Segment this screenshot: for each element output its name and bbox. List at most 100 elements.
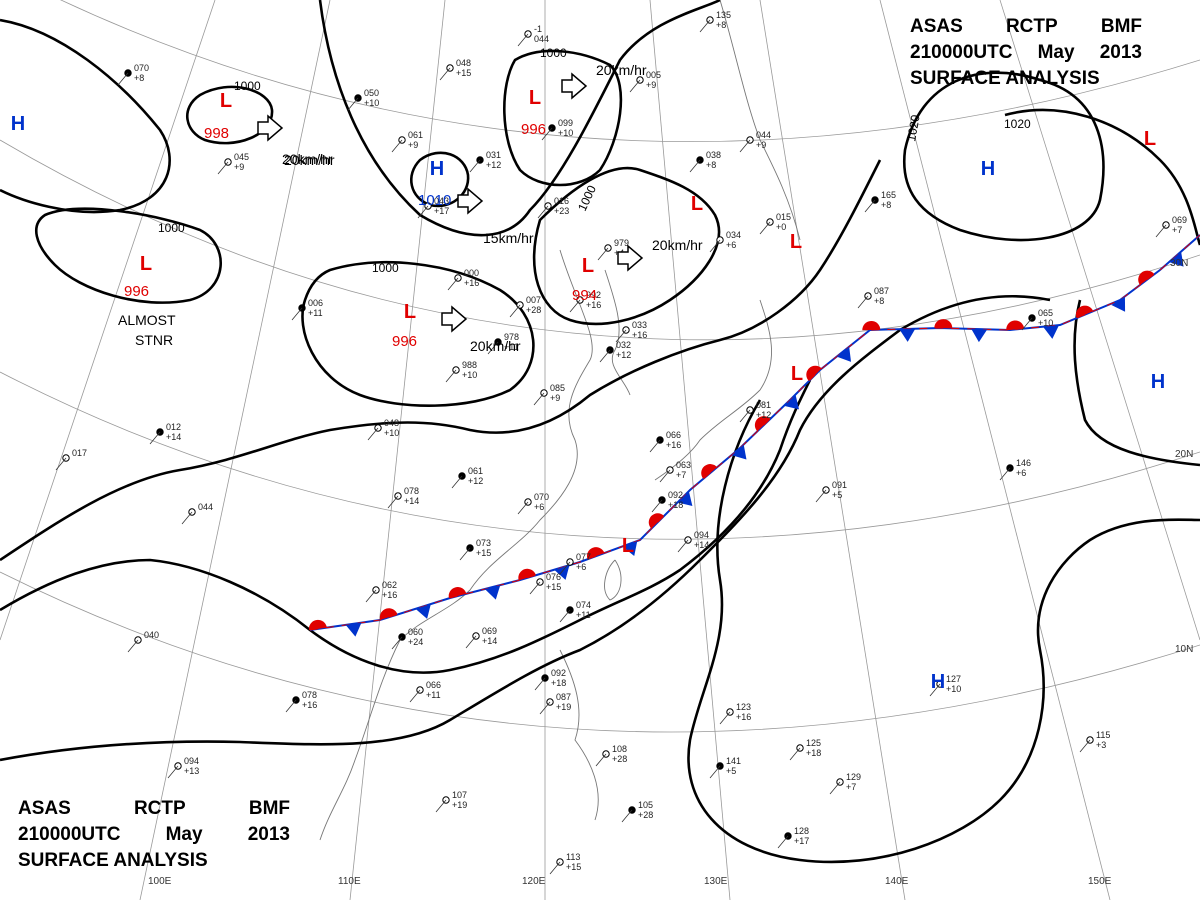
station-tendency: +17 xyxy=(434,206,449,216)
station-plot: 006+11 xyxy=(291,298,323,321)
station-plot: 048+10 xyxy=(367,418,399,441)
station-pressure: 033 xyxy=(632,320,647,330)
station-plot: 065+10 xyxy=(1021,308,1053,331)
center-value: 996 xyxy=(124,283,149,300)
station-tendency: +14 xyxy=(694,540,709,550)
isobar xyxy=(301,261,535,407)
station-plot: 017 xyxy=(55,448,87,471)
center-letter: L xyxy=(404,301,416,323)
low-pressure-center: L xyxy=(691,193,703,215)
center-letter: H xyxy=(430,158,444,180)
station-pressure: 092 xyxy=(551,668,566,678)
station-tendency: +9 xyxy=(408,140,418,150)
station-tendency: +0 xyxy=(776,222,786,232)
station-plot: 135+8 xyxy=(699,10,731,33)
svg-text:STNR: STNR xyxy=(135,332,173,348)
lon-label: 110E xyxy=(338,876,361,887)
warm-front-semicircle xyxy=(1076,305,1094,319)
station-plot: 128+17 xyxy=(777,826,809,849)
center-letter: H xyxy=(1151,371,1165,393)
cold-front-triangle xyxy=(971,328,988,343)
high-pressure-center: H xyxy=(1151,371,1165,393)
motion-label: 20km/hr xyxy=(470,338,521,354)
pressure-centers: L 998 L 996 L 996 L 994 L 996 L L L L L H 1010 H H H H xyxy=(11,87,1165,693)
station-tendency: +17 xyxy=(794,836,809,846)
motion-vectors: 20km/hr 20km/hr 15km/hr 20km/hr 20km/hr … xyxy=(257,62,703,354)
longitude-line-160e xyxy=(999,0,1200,641)
station-pressure: 045 xyxy=(234,152,249,162)
latitude-line-10n xyxy=(0,571,1200,733)
indochina-coast xyxy=(319,639,401,841)
cold-front-triangle xyxy=(415,604,431,619)
station-pressure: 092 xyxy=(668,490,683,500)
station-pressure: 066 xyxy=(666,430,681,440)
cold-front-triangle xyxy=(1111,296,1126,312)
station-tendency: +16 xyxy=(586,300,601,310)
station-tendency: +28 xyxy=(612,754,627,764)
center-letter: L xyxy=(529,87,541,109)
station-plot: 032+12 xyxy=(599,340,631,363)
station-pressure: 077 xyxy=(576,552,591,562)
station-pressure: 040 xyxy=(144,630,159,640)
motion-arrow xyxy=(457,187,484,215)
station-tendency: +19 xyxy=(452,800,467,810)
station-tendency: +16 xyxy=(736,712,751,722)
center-letter: L xyxy=(220,90,232,112)
longitude-line-140e xyxy=(759,0,906,900)
station-tendency: +16 xyxy=(382,590,397,600)
low-pressure-center: L 996 xyxy=(392,301,417,350)
station-plot: 077+6 xyxy=(559,552,591,575)
station-tendency: +12 xyxy=(468,476,483,486)
center-value: 998 xyxy=(204,125,229,142)
station-pressure: 006 xyxy=(308,298,323,308)
header-product: ASAS xyxy=(910,16,963,37)
station-plot: 005+9 xyxy=(629,70,661,93)
center-value: 996 xyxy=(521,121,546,138)
station-pressure: 073 xyxy=(476,538,491,548)
motion-arrow xyxy=(441,305,468,333)
station-tendency: +16 xyxy=(666,440,681,450)
station-pressure: 043 xyxy=(434,196,449,206)
high-pressure-center: H xyxy=(981,158,995,180)
station-pressure: 016 xyxy=(554,196,569,206)
station-pressure: 034 xyxy=(726,230,741,240)
station-plot: 087+19 xyxy=(539,692,571,715)
motion-label: 20km/hr xyxy=(596,62,647,78)
header-month: May xyxy=(1037,42,1075,63)
station-tendency: +11 xyxy=(504,342,519,352)
longitude-line-110e xyxy=(349,0,446,900)
station-plot: 076+15 xyxy=(529,572,561,595)
station-plot: 062+16 xyxy=(365,580,397,603)
low-pressure-center: L xyxy=(791,363,803,385)
warm-front-semicircle xyxy=(701,464,718,479)
center-letter: L xyxy=(691,193,703,215)
station-tendency: +18 xyxy=(806,748,821,758)
isobars xyxy=(0,0,1200,864)
low-pressure-center: L 994 xyxy=(572,255,597,304)
warm-front-semicircle xyxy=(806,365,822,382)
station-pressure: 128 xyxy=(794,826,809,836)
warm-front-semicircle xyxy=(1006,320,1025,331)
isobar xyxy=(35,207,222,304)
station-tendency: +14 xyxy=(404,496,419,506)
station-pressure: 007 xyxy=(526,295,541,305)
station-pressure: 127 xyxy=(946,674,961,684)
isobar-label: 1000 xyxy=(234,79,261,93)
low-pressure-center: L xyxy=(1144,128,1156,150)
header-bottom-left: ASAS RCTP BMF 210000UTC May 2013 SURFACE… xyxy=(18,796,290,874)
isobar xyxy=(532,166,721,326)
station-tendency: +12 xyxy=(756,410,771,420)
longitude-line-90e xyxy=(0,0,216,641)
lat-label: 30N xyxy=(1170,258,1188,269)
station-plot: 040 xyxy=(127,630,159,653)
low-pressure-center: L 996 xyxy=(521,87,546,138)
station-plot: 033+16 xyxy=(615,320,647,343)
station-plot: 069+7 xyxy=(1155,215,1187,238)
station-plot: 045+9 xyxy=(217,152,249,175)
station-tendency: +10 xyxy=(558,128,573,138)
station-pressure: 125 xyxy=(806,738,821,748)
station-tendency: +23 xyxy=(554,206,569,216)
station-pressure: 044 xyxy=(198,502,213,512)
station-plot: 070+6 xyxy=(517,492,549,515)
